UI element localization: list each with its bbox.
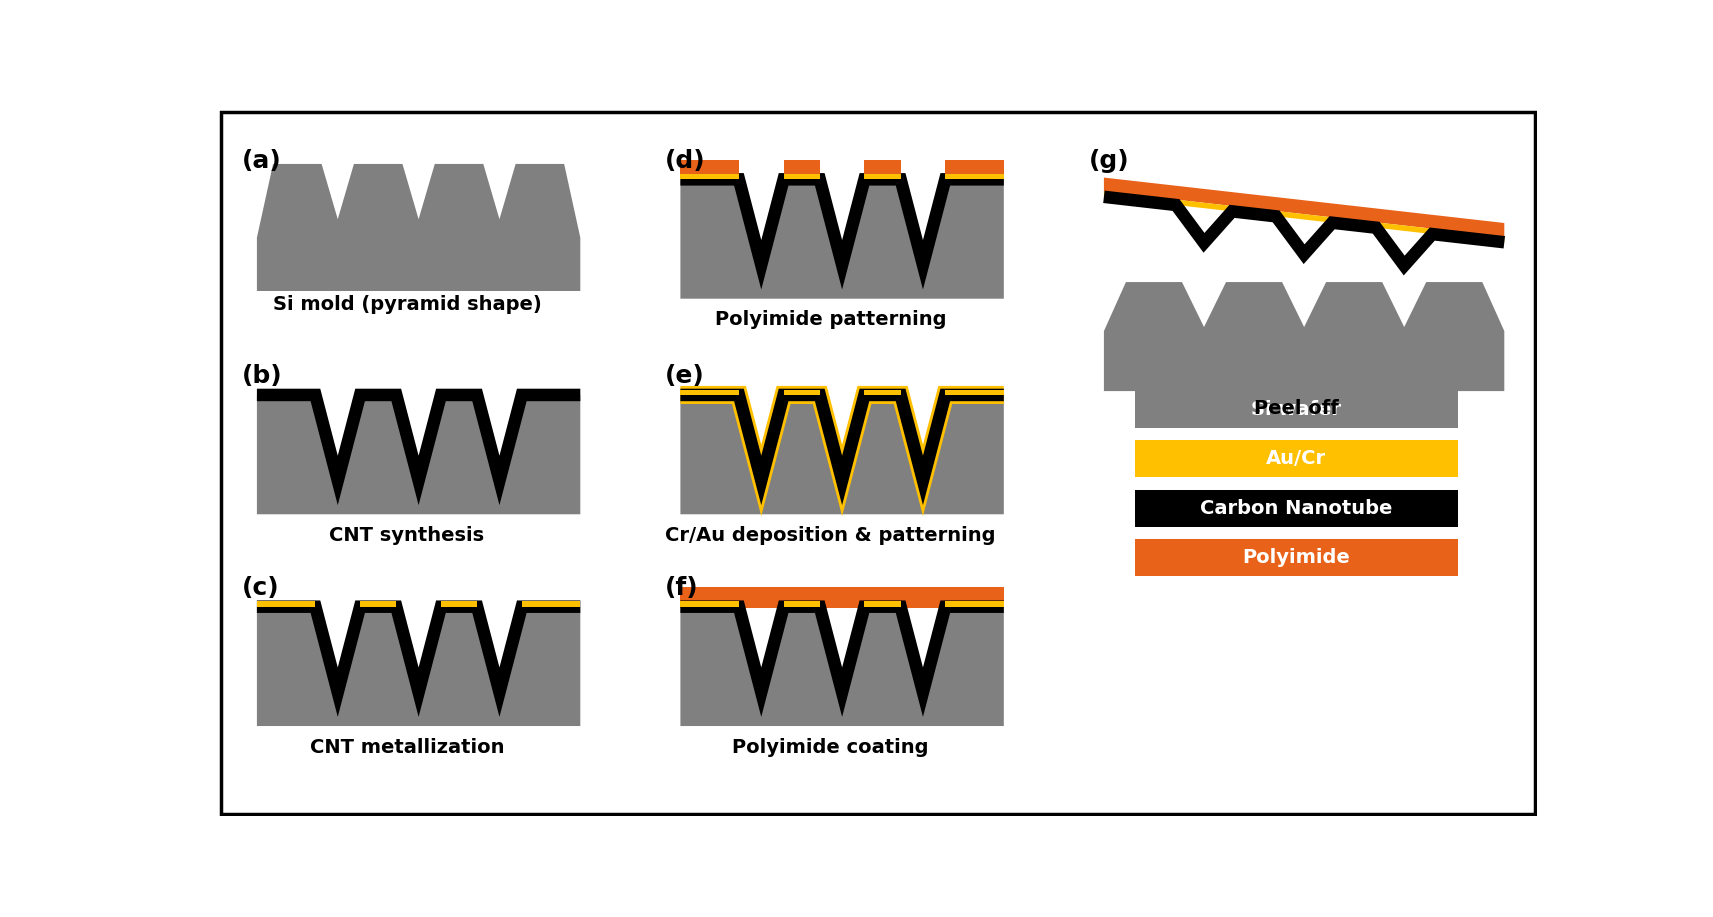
Polygon shape (680, 607, 1004, 726)
Text: Si wafer: Si wafer (1252, 400, 1341, 419)
Polygon shape (257, 607, 581, 726)
Polygon shape (1103, 282, 1504, 391)
Text: CNT metallization: CNT metallization (310, 737, 504, 757)
Bar (360, 602, 396, 607)
Text: (f): (f) (665, 576, 699, 600)
Text: (e): (e) (665, 364, 704, 388)
Bar (680, 160, 738, 174)
Bar (1134, 490, 1458, 526)
Bar (865, 160, 901, 174)
Text: Si mold (pyramid shape): Si mold (pyramid shape) (272, 295, 541, 314)
Bar (946, 390, 1004, 395)
Text: (b): (b) (242, 364, 283, 388)
Bar (1134, 539, 1458, 576)
Text: Polyimide: Polyimide (1242, 548, 1350, 567)
Text: Polyimide coating: Polyimide coating (733, 737, 928, 757)
Polygon shape (680, 180, 1004, 299)
Text: Cr/Au deposition & patterning: Cr/Au deposition & patterning (665, 525, 995, 545)
Bar (1134, 440, 1458, 478)
Bar (865, 602, 901, 607)
Text: Carbon Nanotube: Carbon Nanotube (1201, 499, 1393, 517)
Polygon shape (1103, 192, 1504, 242)
Text: Polyimide patterning: Polyimide patterning (714, 310, 946, 329)
Text: CNT synthesis: CNT synthesis (329, 525, 485, 545)
Bar (257, 602, 315, 607)
Text: (a): (a) (242, 149, 281, 172)
Bar (865, 390, 901, 395)
Bar (1134, 391, 1458, 428)
Bar (680, 174, 738, 180)
Polygon shape (257, 395, 581, 514)
Bar (783, 390, 821, 395)
Polygon shape (680, 395, 1004, 514)
Bar (783, 602, 821, 607)
Bar (946, 160, 1004, 174)
Text: (c): (c) (242, 576, 279, 600)
Bar (783, 160, 821, 174)
Bar (865, 174, 901, 180)
Text: Peel off: Peel off (1254, 399, 1340, 418)
Bar (946, 174, 1004, 180)
Bar (680, 602, 738, 607)
Bar (946, 602, 1004, 607)
Bar (680, 390, 738, 395)
Bar (680, 588, 1004, 608)
Text: (d): (d) (665, 149, 706, 172)
Bar (783, 174, 821, 180)
Polygon shape (1103, 178, 1504, 237)
Polygon shape (257, 164, 581, 291)
Bar (440, 602, 478, 607)
Text: (g): (g) (1088, 149, 1129, 172)
Bar (522, 602, 581, 607)
Text: Au/Cr: Au/Cr (1266, 449, 1326, 469)
